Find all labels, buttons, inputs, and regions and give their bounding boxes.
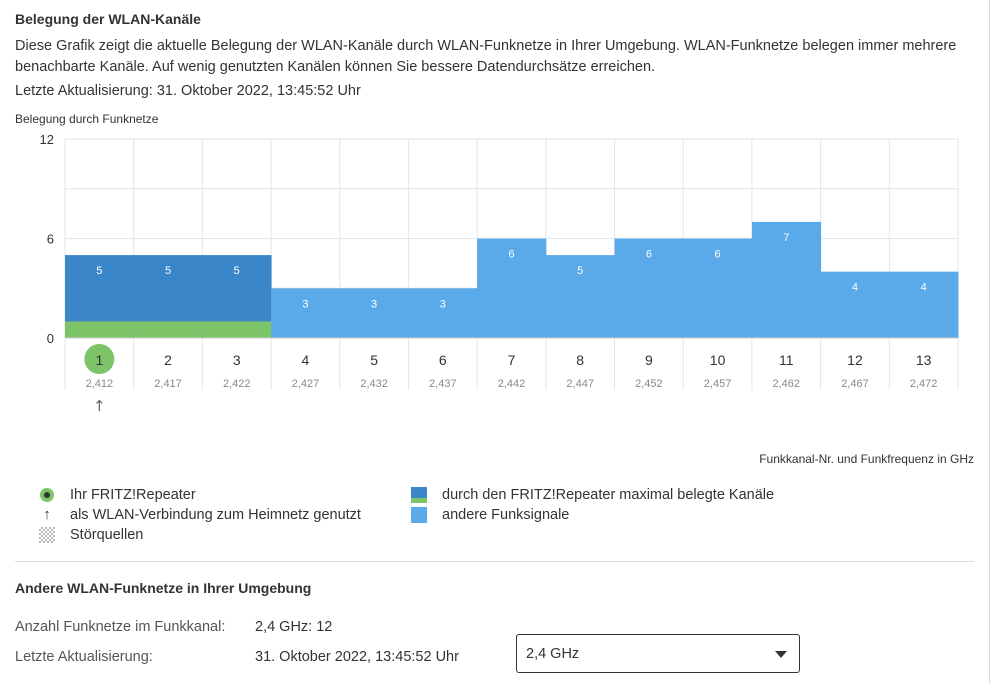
bar-value-label: 6 (508, 249, 514, 261)
bar (477, 238, 547, 338)
repeater-channel-marker (84, 344, 115, 374)
networks-section-title: Andere WLAN-Funknetze in Ihrer Umgebung (15, 580, 312, 596)
legend-repeater-label: Ihr FRITZ!Repeater (70, 487, 196, 503)
legend-noise-label: Störquellen (70, 527, 144, 543)
band-select-value: 2,4 GHz (526, 646, 580, 662)
channel-label: 8 (576, 352, 584, 368)
legend-uplink-label: als WLAN-Verbindung zum Heimnetz genutzt (70, 507, 361, 523)
channel-label: 1 (95, 352, 103, 368)
bar-value-label: 6 (646, 249, 652, 261)
channel-label: 7 (508, 352, 516, 368)
frequency-label: 2,447 (566, 378, 594, 390)
frequency-label: 2,417 (154, 378, 182, 390)
frequency-label: 2,422 (223, 378, 251, 390)
channel-label: 2 (164, 352, 172, 368)
frequency-label: 2,412 (86, 378, 114, 390)
channel-label: 5 (370, 352, 378, 368)
section-divider (15, 561, 974, 562)
bar-value-label: 5 (165, 265, 171, 277)
bar (271, 288, 341, 338)
channel-label: 11 (779, 352, 794, 368)
bar (408, 288, 478, 338)
channel-label: 3 (233, 352, 241, 368)
networks-updated-value: 31. Oktober 2022, 13:45:52 Uhr (255, 649, 459, 665)
channel-label: 12 (847, 352, 863, 368)
channel-label: 6 (439, 352, 447, 368)
panel-border (989, 0, 990, 684)
bar (339, 288, 409, 338)
y-tick-label: 6 (47, 232, 54, 247)
frequency-label: 2,432 (360, 378, 388, 390)
bar (614, 238, 684, 338)
chevron-down-icon (775, 651, 787, 658)
networks-updated-label: Letzte Aktualisierung: (15, 649, 153, 665)
max-band-swatch-icon (411, 487, 427, 503)
bar (820, 271, 890, 338)
band-select[interactable]: 2,4 GHz (516, 634, 800, 673)
frequency-label: 2,467 (841, 378, 869, 390)
bar-value-label: 3 (302, 298, 308, 310)
channel-label: 10 (710, 352, 726, 368)
bar (751, 221, 822, 338)
bar (889, 271, 959, 338)
page-title: Belegung der WLAN-Kanäle (15, 11, 201, 27)
bar-value-label: 7 (783, 232, 789, 244)
bar (545, 255, 616, 338)
last-update-text: Letzte Aktualisierung: 31. Oktober 2022,… (15, 83, 361, 99)
other-signal-swatch-icon (411, 507, 427, 523)
network-count-value: 2,4 GHz: 12 (255, 619, 333, 635)
channel-label: 13 (916, 352, 932, 368)
description-text: Diese Grafik zeigt die aktuelle Belegung… (15, 38, 957, 75)
bar-value-label: 6 (715, 249, 721, 261)
bar-value-label: 5 (577, 265, 583, 277)
frequency-label: 2,452 (635, 378, 663, 390)
x-axis-label: Funkkanal-Nr. und Funkfrequenz in GHz (759, 452, 974, 466)
channel-label: 9 (645, 352, 653, 368)
legend-other-label: andere Funksignale (442, 507, 570, 523)
bar-value-label: 4 (852, 282, 858, 294)
repeater-bar (202, 321, 272, 338)
bar-value-label: 3 (440, 298, 446, 310)
repeater-dot-icon (39, 487, 55, 503)
frequency-label: 2,442 (498, 378, 526, 390)
bar (683, 238, 753, 338)
repeater-bar (133, 321, 203, 338)
y-axis-label: Belegung durch Funknetze (15, 112, 159, 126)
y-tick-label: 0 (47, 331, 54, 346)
frequency-label: 2,427 (292, 378, 320, 390)
frequency-label: 2,472 (910, 378, 938, 390)
channel-label: 4 (302, 352, 310, 368)
noise-pattern-icon (39, 527, 55, 543)
bar-value-label: 3 (371, 298, 377, 310)
channel-chart: 0 6 12 5 5 5 3 3 3 6 5 6 6 7 4 4 1 2,412 ↑ 2 2,417 3 2,422 4 2,4… (40, 132, 959, 415)
bar-value-label: 5 (96, 265, 102, 277)
arrow-up-icon: ↑ (43, 506, 51, 523)
legend-max-band-label: durch den FRITZ!Repeater maximal belegte… (442, 487, 775, 503)
bar-value-label: 4 (921, 282, 927, 294)
frequency-label: 2,437 (429, 378, 457, 390)
network-count-label: Anzahl Funknetze im Funkkanal: (15, 619, 226, 635)
y-tick-label: 12 (40, 132, 54, 147)
bar-value-label: 5 (234, 265, 240, 277)
uplink-arrow-icon: ↑ (93, 397, 106, 415)
frequency-label: 2,462 (773, 378, 801, 390)
repeater-bar (65, 321, 135, 338)
frequency-label: 2,457 (704, 378, 732, 390)
